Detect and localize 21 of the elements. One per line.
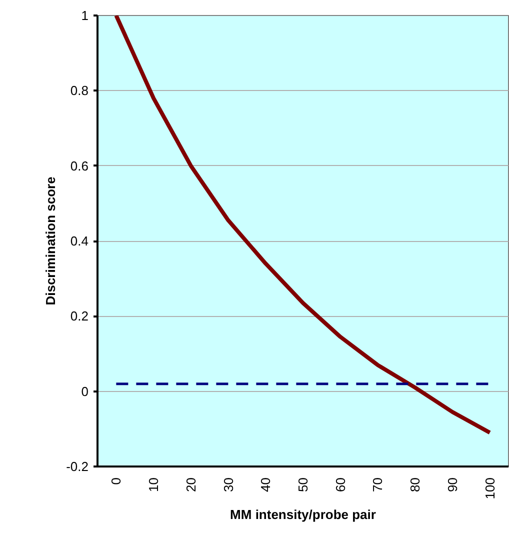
y-tick-label: 0 <box>81 384 89 399</box>
y-tick-label: -0.2 <box>66 459 89 474</box>
x-tick-label: 30 <box>220 477 236 492</box>
x-tick-label: 0 <box>108 477 124 485</box>
y-axis-title: Discrimination score <box>43 176 58 306</box>
y-tick-label: 1 <box>81 8 89 23</box>
x-tick-label: 60 <box>332 477 348 492</box>
x-tick-label: 90 <box>444 477 460 492</box>
x-tick-label: 10 <box>146 477 162 492</box>
x-tick-label: 80 <box>408 477 423 492</box>
x-tick-label: 50 <box>296 477 310 492</box>
y-tick-label: 0.2 <box>70 308 89 324</box>
line-series <box>114 16 492 435</box>
x-axis-title: MM intensity/probe pair <box>230 507 376 522</box>
x-tick-label: 40 <box>258 477 274 492</box>
x-tick-label: 100 <box>482 477 498 500</box>
x-tick-label: 20 <box>183 477 198 492</box>
y-tick-label: 0.8 <box>70 83 89 98</box>
x-tick-label: 70 <box>370 477 386 492</box>
y-tick-label: 0.6 <box>70 158 89 174</box>
y-tick-label: 0.4 <box>70 234 89 248</box>
